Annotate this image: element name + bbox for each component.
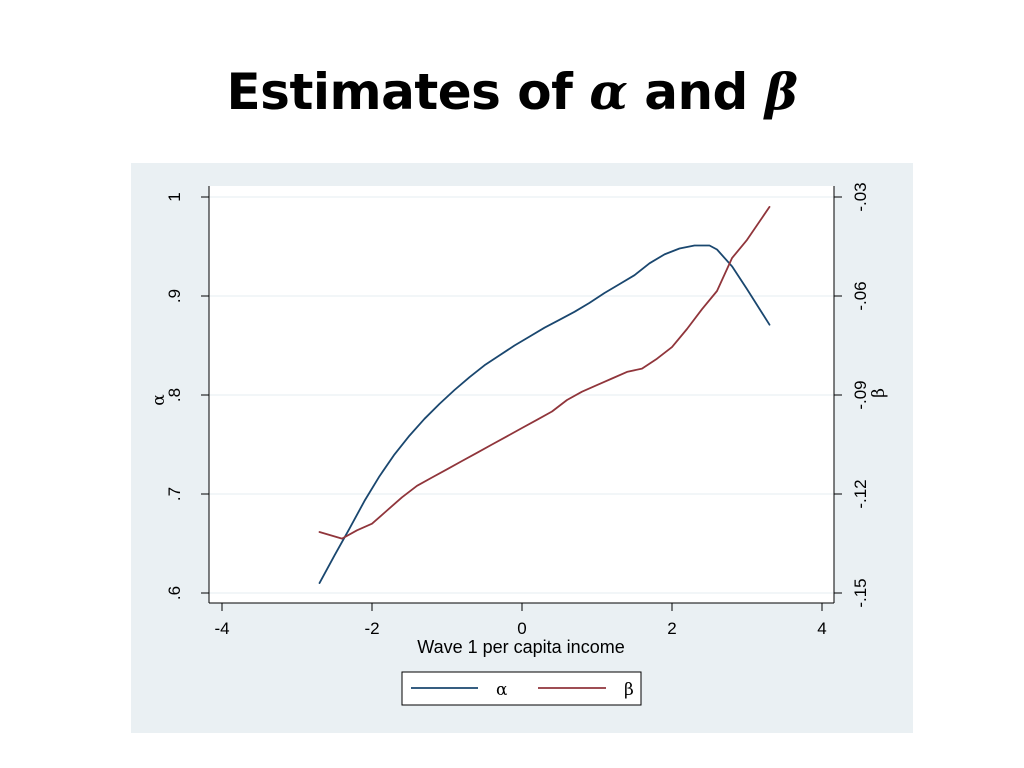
x-tick-label: 0 [517,619,526,638]
x-tick-label: -4 [214,619,229,638]
x-tick-label: -2 [364,619,379,638]
slide-title: Estimates of α and β [0,62,1024,121]
y-left-tick-label: 1 [165,192,184,201]
series-line-1 [318,244,771,584]
title-alpha: α [589,62,628,121]
y-left-tick-label: .8 [165,388,184,402]
x-tick-label: 4 [817,619,826,638]
title-prefix: Estimates of [226,63,590,121]
x-axis-title: Wave 1 per capita income [417,637,624,657]
y-right-tick-label: -.12 [851,479,870,508]
y-right-axis-title: β [869,388,889,398]
y-left-tick-label: .9 [165,289,184,303]
legend-label-2: β [624,680,634,700]
series-line-2 [318,205,771,540]
y-left-axis-title: α [149,394,169,406]
title-beta: β [764,62,798,121]
y-right-tick-label: -.09 [851,380,870,409]
legend-label-1: α [496,680,508,700]
y-right-tick-label: -.06 [851,281,870,310]
y-right-tick-label: -.03 [851,182,870,211]
y-right-tick-label: -.15 [851,578,870,607]
y-left-tick-label: .6 [165,586,184,600]
x-tick-label: 2 [667,619,676,638]
title-middle: and [627,63,765,121]
y-left-tick-label: .7 [165,487,184,501]
